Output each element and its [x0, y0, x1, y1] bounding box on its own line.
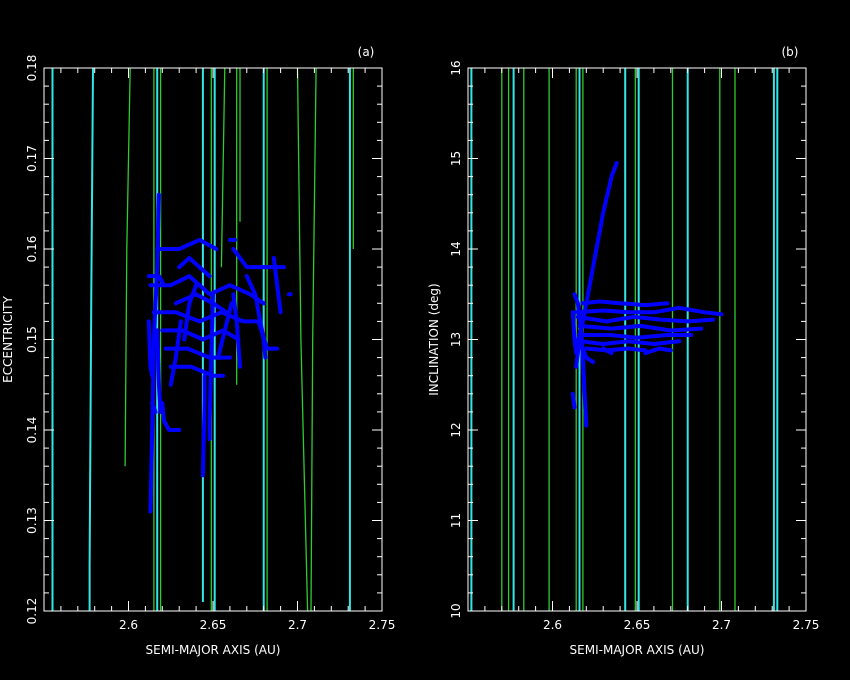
orbit-track: [168, 319, 183, 387]
resonance-line-three-body: [124, 68, 131, 467]
panel-b: 2.6 2.65 2.7 2.75 10 11 12 13 14 15 16 SEMI-MAJOR A…: [427, 45, 819, 657]
orbit-track: [601, 346, 614, 356]
resonance-line-three-body: [296, 68, 309, 611]
orbit-track: [231, 292, 242, 369]
x-tick-label: 2.75: [793, 618, 820, 632]
orbit-track: [207, 292, 215, 441]
orbit-track: [244, 274, 268, 360]
y-tick-label: 13: [449, 332, 463, 347]
panel-a: 2.6 2.65 2.7 2.75 0.12 0.13 0.14 0.15 0.16 0.17 0.…: [1, 45, 395, 657]
orbit-track: [580, 299, 670, 308]
resonance-line-three-body: [220, 68, 226, 268]
x-axis-label: SEMI-MAJOR AXIS (AU): [146, 643, 281, 657]
y-tick-label: 0.18: [25, 55, 39, 82]
orbit-track: [148, 192, 161, 514]
y-tick-label: 16: [449, 60, 463, 75]
orbit-track: [574, 161, 619, 351]
plot-area: [470, 68, 779, 611]
y-tick-label: 11: [449, 513, 463, 528]
orbit-track: [577, 323, 704, 333]
orbit-track: [168, 364, 226, 378]
y-tick-label: 14: [449, 241, 463, 256]
orbit-track: [577, 333, 694, 340]
resonance-line-two-body: [88, 68, 94, 611]
x-tick-label: 2.7: [288, 618, 307, 632]
x-tick-label: 2.65: [200, 618, 227, 632]
y-tick-label: 0.13: [25, 507, 39, 534]
orbit-track: [584, 346, 648, 353]
panel-label: (b): [782, 45, 799, 59]
orbit-track: [160, 400, 182, 432]
y-tick-label: 15: [449, 151, 463, 166]
y-tick-label: 0.17: [25, 145, 39, 172]
x-tick-label: 2.75: [369, 618, 396, 632]
y-tick-label: 12: [449, 422, 463, 437]
orbit-track: [155, 237, 219, 251]
orbit-track: [150, 400, 158, 414]
orbit-track: [148, 274, 266, 306]
x-axis-label: SEMI-MAJOR AXIS (AU): [570, 643, 705, 657]
orbit-track: [574, 305, 724, 317]
orbit-track: [160, 328, 241, 342]
x-tick-label: 2.6: [119, 618, 138, 632]
orbit-track: [643, 346, 673, 356]
orbit-track: [570, 391, 577, 410]
resonance-line-three-body: [310, 68, 317, 611]
y-tick-label: 10: [449, 603, 463, 618]
orbit-track: [271, 256, 283, 315]
orbit-track: [256, 319, 280, 351]
orbit-track: [216, 301, 234, 360]
orbit-track: [173, 292, 229, 315]
orbit-track: [570, 310, 579, 356]
orbit-track: [146, 319, 155, 378]
orbit-track: [146, 274, 166, 288]
plot-area: [51, 68, 354, 611]
y-axis-label: INCLINATION (deg): [427, 283, 441, 395]
x-tick-label: 2.6: [543, 618, 562, 632]
orbit-track: [151, 310, 259, 324]
y-tick-label: 0.15: [25, 326, 39, 353]
x-tick-label: 2.7: [712, 618, 731, 632]
y-tick-label: 0.12: [25, 598, 39, 625]
x-tick-label: 2.65: [624, 618, 651, 632]
orbit-track: [200, 373, 207, 478]
orbit-track: [177, 256, 212, 279]
orbit-track: [155, 328, 163, 414]
panel-label: (a): [358, 45, 375, 59]
y-axis-label: ECCENTRICITY: [1, 295, 15, 382]
y-tick-label: 0.16: [25, 236, 39, 263]
orbit-track: [579, 339, 682, 346]
orbit-track: [575, 314, 715, 324]
orbit-track: [182, 283, 199, 342]
y-tick-label: 0.14: [25, 417, 39, 444]
